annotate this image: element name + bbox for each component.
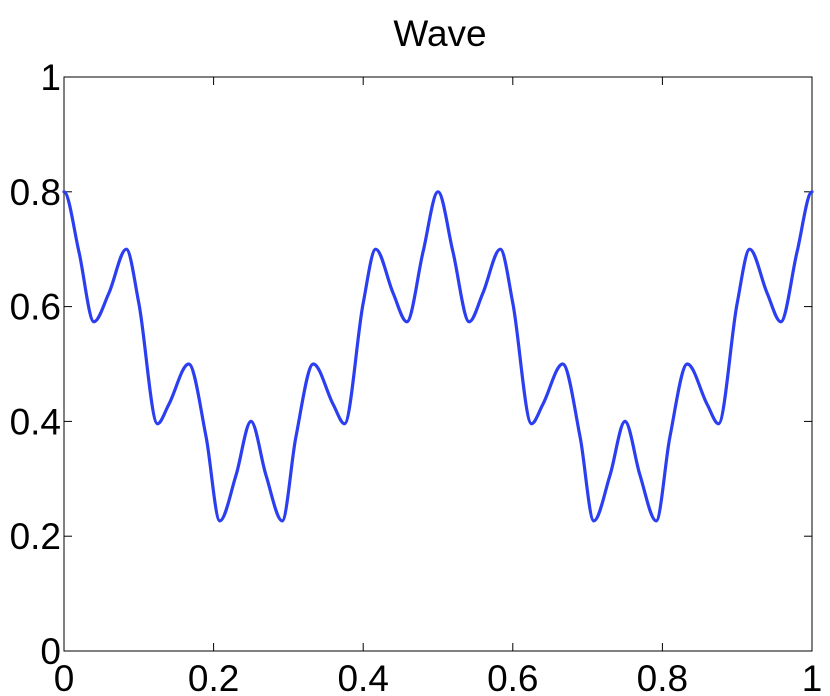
axes-box	[63, 76, 813, 652]
y-tick-label: 0.8	[10, 172, 61, 213]
series-line	[62, 190, 814, 523]
y-tick-label: 0.2	[10, 516, 61, 557]
plot-area	[62, 190, 814, 523]
x-tick-label: 0.8	[637, 658, 688, 696]
y-tick-label: 0.6	[10, 287, 61, 328]
y-tick-label: 0	[40, 631, 61, 672]
x-tick-label: 0	[54, 658, 75, 696]
x-tick-label: 0.6	[487, 658, 538, 696]
x-tick-label: 0.4	[337, 658, 388, 696]
x-tick-label: 0.2	[188, 658, 239, 696]
y-tick-label: 0.4	[10, 401, 61, 442]
x-tick-label: 1	[802, 658, 823, 696]
y-tick-label: 1	[40, 57, 61, 98]
chart-title: Wave	[393, 13, 486, 54]
y-axis: 0 0.2 0.4 0.6 0.8 1	[10, 57, 812, 672]
x-axis: 0 0.2 0.4 0.6 0.8 1	[54, 77, 823, 696]
